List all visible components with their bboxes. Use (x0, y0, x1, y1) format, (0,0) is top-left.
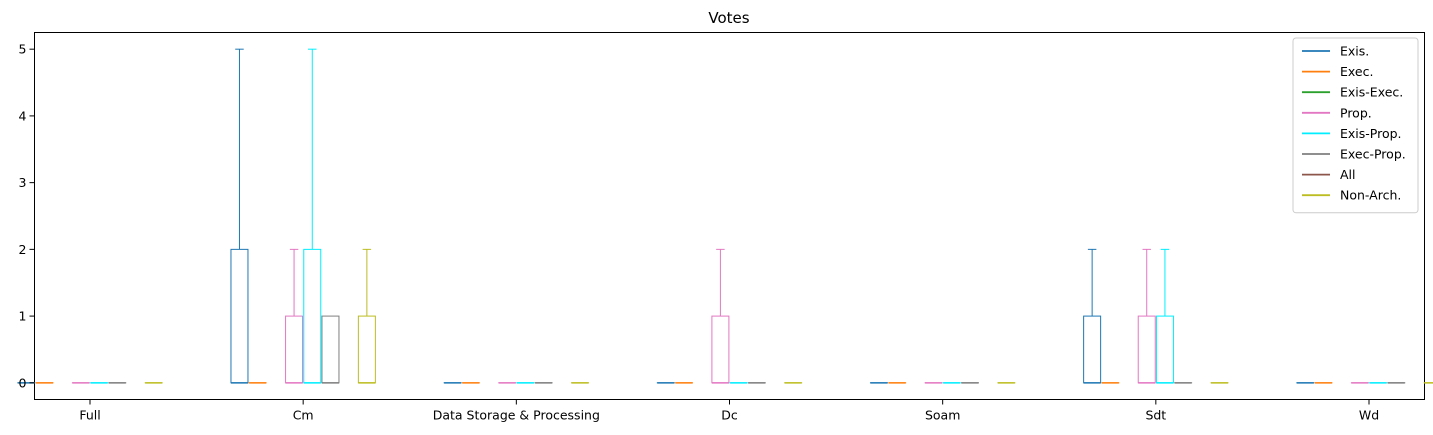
legend-entry-label: Exis-Prop. (1340, 126, 1402, 141)
box-non-arch-1 (357, 248, 376, 384)
y-tick-label: 5 (19, 42, 27, 57)
box-body (303, 248, 322, 384)
box-exis-5 (1083, 248, 1102, 384)
legend-entry-label: Exec. (1340, 64, 1373, 79)
box-body (285, 315, 304, 384)
y-axis: 0 1 2 3 4 5 (19, 42, 35, 390)
legend-entry-label: Exis. (1340, 44, 1369, 59)
box-prop-3 (711, 248, 730, 384)
box-exis-1 (230, 48, 249, 384)
legend-entry-label: Prop. (1340, 105, 1372, 120)
x-tick-label: Wd (1359, 408, 1379, 423)
y-tick-label: 0 (19, 375, 27, 390)
legend-frame (1292, 37, 1419, 214)
legend: Exis. Exec. Exis-Exec. Prop. Exis-Prop. Exec-… (1292, 37, 1419, 214)
chart-title: Votes (708, 9, 749, 27)
box-exis-prop-1 (303, 48, 322, 384)
x-tick-label: Sdt (1145, 408, 1166, 423)
box-series-group (17, 48, 1433, 384)
box-exis-prop-5 (1155, 248, 1174, 384)
y-tick-label: 2 (19, 242, 27, 257)
box-body (230, 248, 249, 384)
legend-entry-label: Exec-Prop. (1340, 147, 1406, 162)
box-prop-5 (1137, 248, 1156, 384)
y-tick-label: 1 (19, 309, 27, 324)
x-tick-label: Soam (925, 408, 960, 423)
box-body (321, 315, 340, 384)
legend-entry-label: All (1340, 167, 1356, 182)
x-tick-label: Full (79, 408, 100, 423)
legend-entry-label: Non-Arch. (1340, 188, 1401, 203)
box-exec-prop-1 (321, 315, 340, 384)
box-body (1137, 315, 1156, 384)
x-tick-label: Dc (721, 408, 738, 423)
y-tick-label: 4 (19, 108, 27, 123)
box-prop-1 (285, 248, 304, 384)
box-body (1155, 315, 1174, 384)
box-body (711, 315, 730, 384)
box-body (357, 315, 376, 384)
box-body (1083, 315, 1102, 384)
x-tick-label: Cm (293, 408, 314, 423)
x-tick-label: Data Storage & Processing (433, 408, 600, 423)
y-tick-label: 3 (19, 175, 27, 190)
x-axis: Full Cm Data Storage & Processing Dc Soam Sdt… (79, 399, 1379, 423)
legend-entry-label: Exis-Exec. (1340, 85, 1403, 100)
plot-area-frame (34, 32, 1425, 400)
